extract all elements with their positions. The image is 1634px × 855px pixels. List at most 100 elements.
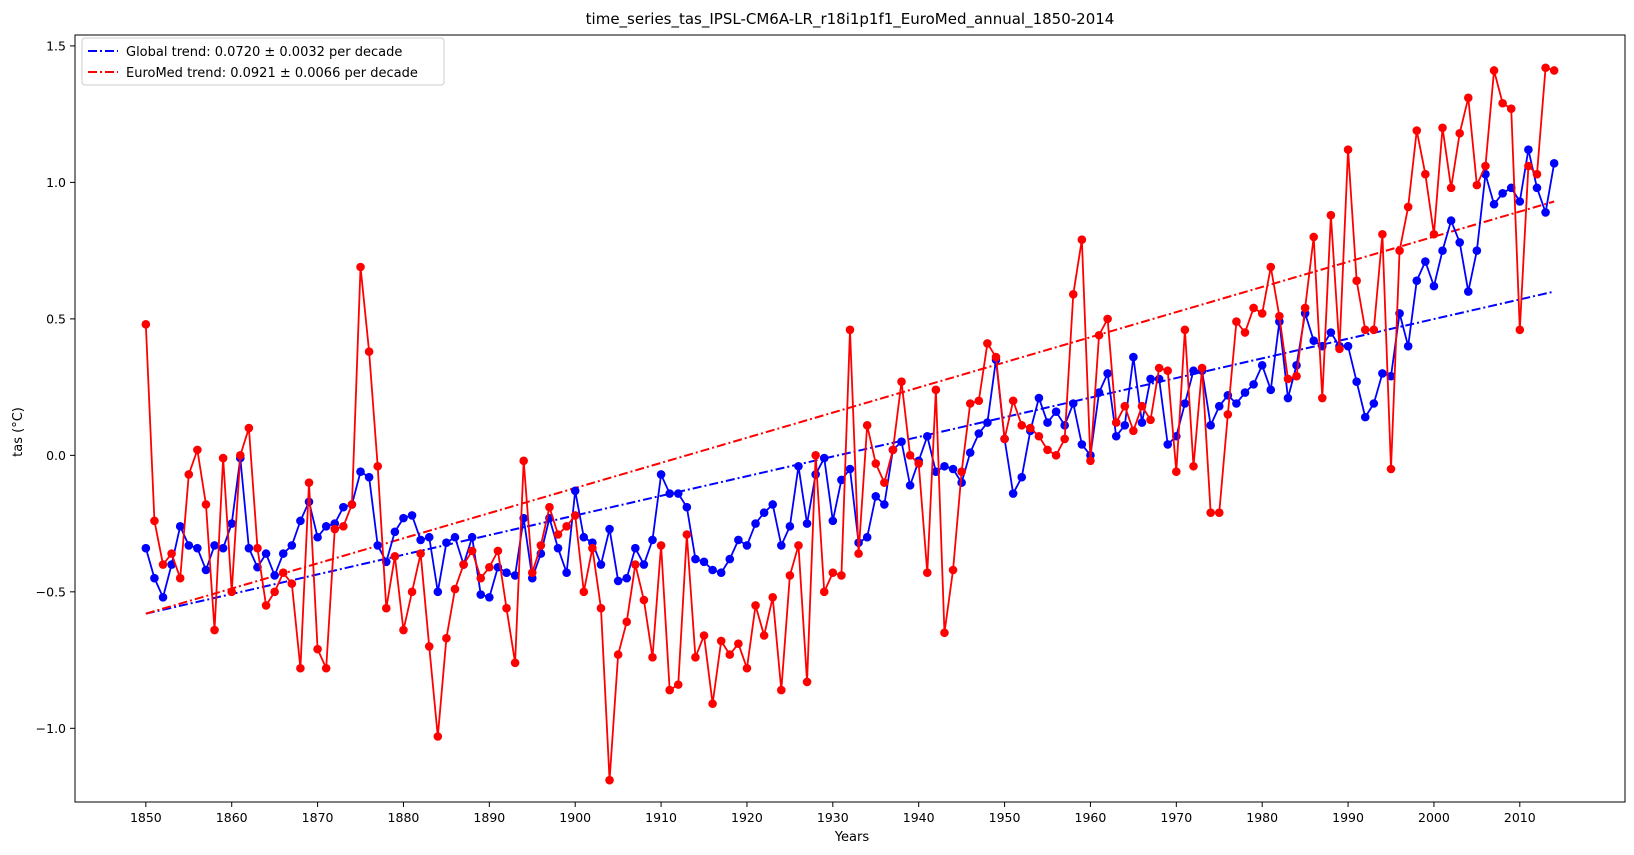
global-point-1855: [184, 541, 194, 550]
euromed-point-1899: [562, 522, 571, 531]
global-point-2008: [1498, 189, 1507, 198]
global-point-1910: [656, 470, 666, 479]
global-point-1856: [193, 543, 202, 553]
euromed-point-2010: [1515, 325, 1525, 335]
euromed-point-1976: [1223, 410, 1233, 419]
euromed-point-1865: [270, 587, 279, 597]
euromed-point-1876: [364, 347, 374, 356]
x-tick-label-1870: 1870: [302, 810, 334, 825]
euromed-point-1889: [476, 573, 486, 583]
x-tick-label-1940: 1940: [903, 810, 935, 825]
euromed-point-1878: [381, 603, 391, 613]
euromed-point-1862: [244, 423, 254, 433]
global-point-1905: [613, 576, 623, 586]
euromed-point-1969: [1163, 366, 1173, 376]
global-point-1994: [1378, 369, 1387, 378]
euromed-point-1910: [656, 541, 666, 550]
euromed-point-1941: [922, 568, 932, 578]
global-point-2000: [1429, 281, 1439, 291]
global-point-1920: [742, 541, 752, 550]
euromed-point-1979: [1249, 303, 1258, 313]
x-tick-label-1860: 1860: [216, 810, 248, 825]
euromed-point-1955: [1043, 445, 1052, 455]
global-point-1870: [313, 532, 322, 542]
euromed-point-1993: [1369, 325, 1379, 335]
euromed-point-1928: [811, 451, 820, 460]
global-point-1881: [407, 511, 417, 520]
euromed-point-1898: [553, 530, 563, 539]
global-point-1971: [1180, 399, 1190, 408]
euromed-point-1989: [1335, 344, 1344, 354]
global-point-1962: [1103, 369, 1112, 378]
global-point-1892: [502, 568, 511, 578]
chart-title: time_series_tas_IPSL-CM6A-LR_r18i1p1f1_E…: [586, 10, 1115, 29]
global-point-1884: [433, 587, 443, 597]
euromed-point-1943: [940, 628, 949, 638]
global-point-1862: [244, 543, 254, 553]
euromed-point-2000: [1429, 229, 1439, 239]
euromed-point-1939: [905, 451, 915, 460]
x-tick-label-1980: 1980: [1246, 810, 1278, 825]
global-point-1935: [871, 491, 881, 501]
global-point-1917: [716, 568, 726, 578]
global-point-1876: [364, 472, 374, 482]
euromed-point-1907: [631, 560, 640, 569]
global-point-2011: [1524, 145, 1533, 154]
euromed-point-2012: [1532, 169, 1542, 179]
global-point-1975: [1214, 401, 1224, 411]
y-axis-label: tas (°C): [11, 407, 26, 457]
global-point-1909: [648, 535, 657, 545]
x-tick-label-1900: 1900: [559, 810, 591, 825]
global-point-2012: [1532, 183, 1542, 193]
series-lines: [141, 63, 1559, 785]
euromed-point-1864: [261, 601, 271, 610]
global-point-1943: [940, 461, 949, 471]
global-point-1944: [948, 464, 958, 474]
x-tick-label-2010: 2010: [1504, 810, 1536, 825]
euromed-point-2001: [1438, 123, 1447, 133]
euromed-point-1901: [579, 587, 589, 597]
euromed-point-1964: [1120, 401, 1130, 411]
legend-label-global-trend: Global trend: 0.0720 ± 0.0032 per decade: [126, 45, 402, 60]
euromed-point-1879: [390, 552, 400, 561]
euromed-point-1954: [1034, 431, 1044, 441]
y-tick-label-4: 1.0: [46, 175, 66, 190]
euromed-point-2002: [1446, 183, 1456, 193]
global-point-1898: [553, 543, 563, 553]
euromed-point-1903: [596, 603, 606, 613]
global-point-1992: [1360, 412, 1370, 422]
euromed-point-1936: [880, 478, 889, 487]
global-point-1999: [1421, 257, 1430, 266]
euromed-point-1924: [777, 685, 786, 695]
global-point-1858: [210, 541, 219, 550]
global-point-1965: [1129, 352, 1138, 362]
global-point-2003: [1455, 238, 1464, 247]
euromed-point-1944: [948, 565, 958, 575]
euromed-point-1913: [682, 530, 692, 539]
global-point-1931: [837, 475, 846, 485]
global-point-1865: [270, 571, 279, 580]
x-tick-label-1990: 1990: [1332, 810, 1364, 825]
global-point-1893: [510, 571, 520, 580]
global-point-1883: [424, 532, 434, 542]
global-point-1852: [158, 592, 168, 602]
euromed-point-2014: [1549, 66, 1559, 75]
euromed-point-2007: [1489, 66, 1499, 75]
euromed-point-1921: [751, 601, 760, 610]
euromed-point-1962: [1103, 314, 1112, 324]
global-point-1974: [1206, 421, 1215, 430]
euromed-point-1912: [673, 680, 683, 689]
global-point-1886: [450, 532, 460, 542]
x-axis-label: Years: [834, 830, 870, 845]
euromed-point-2004: [1463, 93, 1473, 103]
global-point-1936: [880, 500, 889, 509]
x-tick-label-1930: 1930: [817, 810, 849, 825]
euromed-point-1926: [794, 541, 803, 550]
euromed-point-1978: [1240, 328, 1250, 337]
euromed-point-1934: [862, 421, 872, 430]
euromed-point-1863: [253, 543, 262, 553]
x-axis: 1850 1860 1870 1880 1890 1900 1910 1920 1930 1940…: [130, 802, 1536, 825]
euromed-point-1992: [1360, 325, 1370, 335]
global-point-1880: [399, 513, 408, 523]
euromed-point-1852: [158, 560, 168, 569]
